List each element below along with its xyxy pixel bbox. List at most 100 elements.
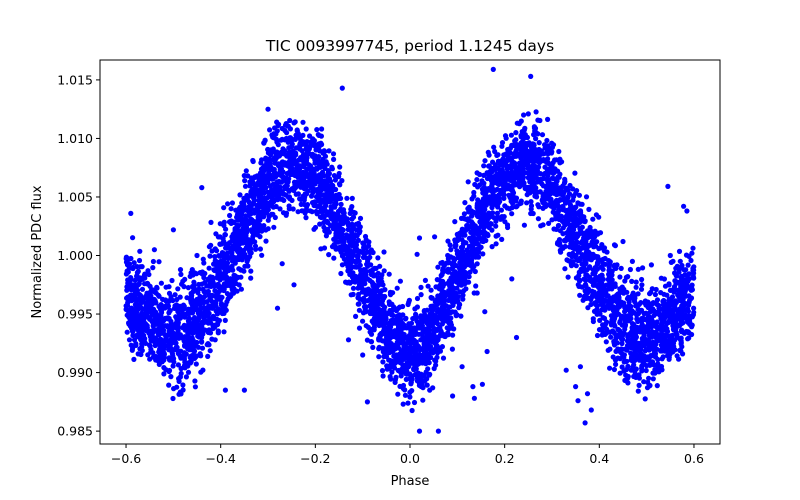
data-point xyxy=(291,179,298,185)
data-point xyxy=(286,188,292,194)
data-point xyxy=(212,254,218,260)
data-point xyxy=(131,296,137,302)
data-point xyxy=(317,208,323,214)
data-point xyxy=(234,235,240,241)
data-point xyxy=(201,260,207,266)
data-point xyxy=(136,315,142,321)
data-point xyxy=(508,132,514,138)
data-point xyxy=(360,249,366,255)
data-point xyxy=(404,359,410,365)
data-point xyxy=(128,277,134,283)
data-point xyxy=(550,175,557,182)
data-point xyxy=(584,235,591,241)
data-point xyxy=(427,371,433,377)
data-point xyxy=(509,142,515,148)
data-point xyxy=(562,243,568,250)
data-point xyxy=(260,184,266,190)
data-point xyxy=(488,221,494,227)
data-point xyxy=(582,258,588,264)
data-point xyxy=(639,342,645,348)
data-point xyxy=(505,156,511,162)
data-point xyxy=(373,312,379,318)
data-point xyxy=(176,391,182,397)
data-point xyxy=(449,266,455,272)
data-point xyxy=(153,357,159,363)
data-point xyxy=(248,275,254,281)
data-point xyxy=(456,305,462,311)
data-point xyxy=(386,301,393,307)
data-point xyxy=(610,354,616,360)
data-point xyxy=(285,123,291,129)
data-point xyxy=(321,214,327,220)
data-point xyxy=(350,285,357,291)
data-point xyxy=(221,286,227,292)
data-point xyxy=(526,163,532,169)
data-point xyxy=(378,275,384,281)
data-point xyxy=(238,274,244,280)
data-point xyxy=(176,335,182,341)
data-point xyxy=(259,173,265,179)
data-point xyxy=(525,111,531,117)
data-point xyxy=(258,166,265,172)
data-point xyxy=(242,178,248,184)
data-point xyxy=(363,245,369,251)
data-point xyxy=(256,203,262,209)
data-point xyxy=(495,152,501,158)
data-point xyxy=(161,355,168,361)
data-point xyxy=(639,276,645,283)
data-point xyxy=(650,376,656,382)
data-point xyxy=(501,195,507,201)
data-point xyxy=(308,139,314,145)
data-point xyxy=(474,177,480,183)
data-point xyxy=(641,379,647,385)
data-point xyxy=(282,160,288,166)
data-point xyxy=(404,351,410,357)
data-point xyxy=(565,213,571,219)
data-point xyxy=(600,330,606,336)
data-point xyxy=(161,371,167,377)
data-point xyxy=(533,136,539,142)
data-point xyxy=(211,299,217,305)
data-point xyxy=(217,284,223,290)
data-point xyxy=(424,382,430,388)
data-point xyxy=(134,270,140,276)
data-point xyxy=(577,257,583,263)
data-point xyxy=(445,260,451,266)
data-point xyxy=(303,141,309,147)
data-point xyxy=(660,306,667,312)
data-point xyxy=(635,266,641,272)
data-point xyxy=(429,295,435,301)
data-point xyxy=(653,286,659,293)
data-point xyxy=(324,218,330,224)
data-point xyxy=(422,277,428,283)
data-point xyxy=(470,266,476,272)
data-point xyxy=(546,220,552,226)
data-point xyxy=(142,275,148,281)
data-point xyxy=(539,132,546,138)
data-point xyxy=(394,285,400,291)
data-point xyxy=(616,348,622,354)
data-point xyxy=(198,369,204,375)
data-point xyxy=(221,205,227,211)
data-point xyxy=(192,378,198,384)
data-point xyxy=(604,304,611,310)
data-point xyxy=(326,148,332,154)
data-point xyxy=(577,278,583,284)
data-point xyxy=(530,162,537,168)
data-point xyxy=(400,348,406,354)
data-point xyxy=(407,394,413,400)
data-point xyxy=(488,199,494,205)
data-point xyxy=(600,322,606,328)
data-point xyxy=(166,382,172,388)
data-point xyxy=(491,144,497,150)
data-point xyxy=(256,228,262,234)
data-point xyxy=(270,181,276,187)
data-point xyxy=(414,356,420,362)
data-point xyxy=(226,219,233,225)
data-point xyxy=(441,289,447,295)
data-point xyxy=(409,373,415,379)
data-point xyxy=(577,292,583,298)
data-point xyxy=(329,189,335,195)
data-point xyxy=(249,219,255,225)
data-point xyxy=(174,384,180,390)
